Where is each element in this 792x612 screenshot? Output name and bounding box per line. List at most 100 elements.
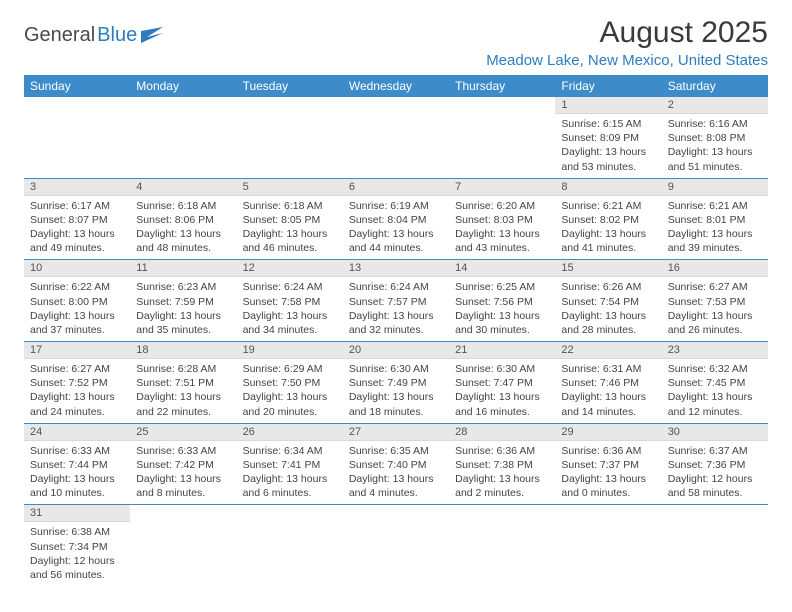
sunset-text: Sunset: 7:42 PM (136, 458, 230, 472)
sunset-text: Sunset: 8:08 PM (668, 131, 762, 145)
day-header: Saturday (662, 75, 768, 97)
calendar-day-empty (555, 505, 661, 586)
sunset-text: Sunset: 8:01 PM (668, 213, 762, 227)
sunrise-text: Sunrise: 6:36 AM (455, 444, 549, 458)
calendar-day-empty (24, 97, 130, 178)
day-data: Sunrise: 6:37 AMSunset: 7:36 PMDaylight:… (662, 441, 768, 505)
sunrise-text: Sunrise: 6:21 AM (561, 199, 655, 213)
calendar-day: 20Sunrise: 6:30 AMSunset: 7:49 PMDayligh… (343, 342, 449, 424)
sunrise-text: Sunrise: 6:23 AM (136, 280, 230, 294)
day-number: 30 (662, 424, 768, 441)
sunrise-text: Sunrise: 6:38 AM (30, 525, 124, 539)
calendar-day: 30Sunrise: 6:37 AMSunset: 7:36 PMDayligh… (662, 423, 768, 505)
sunset-text: Sunset: 7:36 PM (668, 458, 762, 472)
daylight-text: Daylight: 13 hours and 49 minutes. (30, 227, 124, 255)
calendar-day: 12Sunrise: 6:24 AMSunset: 7:58 PMDayligh… (237, 260, 343, 342)
daylight-text: Daylight: 13 hours and 8 minutes. (136, 472, 230, 500)
daylight-text: Daylight: 13 hours and 16 minutes. (455, 390, 549, 418)
calendar-day: 24Sunrise: 6:33 AMSunset: 7:44 PMDayligh… (24, 423, 130, 505)
daylight-text: Daylight: 13 hours and 14 minutes. (561, 390, 655, 418)
page-title: August 2025 (486, 16, 768, 50)
sunrise-text: Sunrise: 6:19 AM (349, 199, 443, 213)
day-data: Sunrise: 6:32 AMSunset: 7:45 PMDaylight:… (662, 359, 768, 423)
daylight-text: Daylight: 13 hours and 28 minutes. (561, 309, 655, 337)
calendar-day-empty (237, 97, 343, 178)
day-header-row: SundayMondayTuesdayWednesdayThursdayFrid… (24, 75, 768, 97)
sunrise-text: Sunrise: 6:18 AM (136, 199, 230, 213)
sunrise-text: Sunrise: 6:20 AM (455, 199, 549, 213)
daylight-text: Daylight: 13 hours and 18 minutes. (349, 390, 443, 418)
sunset-text: Sunset: 7:47 PM (455, 376, 549, 390)
day-number: 5 (237, 179, 343, 196)
sunrise-text: Sunrise: 6:27 AM (668, 280, 762, 294)
day-number: 24 (24, 424, 130, 441)
calendar-day: 10Sunrise: 6:22 AMSunset: 8:00 PMDayligh… (24, 260, 130, 342)
day-number: 10 (24, 260, 130, 277)
sunset-text: Sunset: 7:40 PM (349, 458, 443, 472)
daylight-text: Daylight: 13 hours and 12 minutes. (668, 390, 762, 418)
calendar-day: 18Sunrise: 6:28 AMSunset: 7:51 PMDayligh… (130, 342, 236, 424)
header: General Blue August 2025 Meadow Lake, Ne… (24, 16, 768, 69)
sunrise-text: Sunrise: 6:33 AM (30, 444, 124, 458)
calendar-day: 9Sunrise: 6:21 AMSunset: 8:01 PMDaylight… (662, 178, 768, 260)
day-number: 31 (24, 505, 130, 522)
daylight-text: Daylight: 12 hours and 56 minutes. (30, 554, 124, 582)
calendar-day: 26Sunrise: 6:34 AMSunset: 7:41 PMDayligh… (237, 423, 343, 505)
sunset-text: Sunset: 7:50 PM (243, 376, 337, 390)
day-data: Sunrise: 6:29 AMSunset: 7:50 PMDaylight:… (237, 359, 343, 423)
sunset-text: Sunset: 8:03 PM (455, 213, 549, 227)
sunrise-text: Sunrise: 6:24 AM (243, 280, 337, 294)
calendar-day-empty (130, 97, 236, 178)
day-header: Thursday (449, 75, 555, 97)
sunrise-text: Sunrise: 6:33 AM (136, 444, 230, 458)
calendar-week: 17Sunrise: 6:27 AMSunset: 7:52 PMDayligh… (24, 342, 768, 424)
daylight-text: Daylight: 13 hours and 37 minutes. (30, 309, 124, 337)
day-data: Sunrise: 6:26 AMSunset: 7:54 PMDaylight:… (555, 277, 661, 341)
day-data: Sunrise: 6:16 AMSunset: 8:08 PMDaylight:… (662, 114, 768, 178)
day-number: 27 (343, 424, 449, 441)
day-header: Monday (130, 75, 236, 97)
calendar-week: 24Sunrise: 6:33 AMSunset: 7:44 PMDayligh… (24, 423, 768, 505)
daylight-text: Daylight: 13 hours and 6 minutes. (243, 472, 337, 500)
calendar-day-empty (130, 505, 236, 586)
calendar-day: 1Sunrise: 6:15 AMSunset: 8:09 PMDaylight… (555, 97, 661, 178)
calendar-day: 8Sunrise: 6:21 AMSunset: 8:02 PMDaylight… (555, 178, 661, 260)
calendar-day: 21Sunrise: 6:30 AMSunset: 7:47 PMDayligh… (449, 342, 555, 424)
day-data: Sunrise: 6:38 AMSunset: 7:34 PMDaylight:… (24, 522, 130, 586)
day-data: Sunrise: 6:24 AMSunset: 7:57 PMDaylight:… (343, 277, 449, 341)
sunset-text: Sunset: 7:53 PM (668, 295, 762, 309)
day-number: 23 (662, 342, 768, 359)
day-number: 12 (237, 260, 343, 277)
day-number: 6 (343, 179, 449, 196)
sunset-text: Sunset: 7:46 PM (561, 376, 655, 390)
sunset-text: Sunset: 7:59 PM (136, 295, 230, 309)
sunset-text: Sunset: 7:49 PM (349, 376, 443, 390)
day-data: Sunrise: 6:36 AMSunset: 7:38 PMDaylight:… (449, 441, 555, 505)
day-header: Tuesday (237, 75, 343, 97)
day-number: 17 (24, 342, 130, 359)
sunset-text: Sunset: 8:05 PM (243, 213, 337, 227)
daylight-text: Daylight: 12 hours and 58 minutes. (668, 472, 762, 500)
sunrise-text: Sunrise: 6:35 AM (349, 444, 443, 458)
calendar-week: 10Sunrise: 6:22 AMSunset: 8:00 PMDayligh… (24, 260, 768, 342)
sunset-text: Sunset: 8:02 PM (561, 213, 655, 227)
day-number: 16 (662, 260, 768, 277)
daylight-text: Daylight: 13 hours and 2 minutes. (455, 472, 549, 500)
day-number: 4 (130, 179, 236, 196)
sunset-text: Sunset: 7:51 PM (136, 376, 230, 390)
calendar-day: 25Sunrise: 6:33 AMSunset: 7:42 PMDayligh… (130, 423, 236, 505)
day-data: Sunrise: 6:15 AMSunset: 8:09 PMDaylight:… (555, 114, 661, 178)
daylight-text: Daylight: 13 hours and 0 minutes. (561, 472, 655, 500)
day-number: 3 (24, 179, 130, 196)
day-header: Sunday (24, 75, 130, 97)
calendar-body: 1Sunrise: 6:15 AMSunset: 8:09 PMDaylight… (24, 97, 768, 586)
calendar-table: SundayMondayTuesdayWednesdayThursdayFrid… (24, 75, 768, 586)
calendar-day: 11Sunrise: 6:23 AMSunset: 7:59 PMDayligh… (130, 260, 236, 342)
day-number: 18 (130, 342, 236, 359)
sunrise-text: Sunrise: 6:29 AM (243, 362, 337, 376)
sunrise-text: Sunrise: 6:17 AM (30, 199, 124, 213)
sunset-text: Sunset: 7:58 PM (243, 295, 337, 309)
daylight-text: Daylight: 13 hours and 53 minutes. (561, 145, 655, 173)
day-data: Sunrise: 6:28 AMSunset: 7:51 PMDaylight:… (130, 359, 236, 423)
calendar-day: 19Sunrise: 6:29 AMSunset: 7:50 PMDayligh… (237, 342, 343, 424)
